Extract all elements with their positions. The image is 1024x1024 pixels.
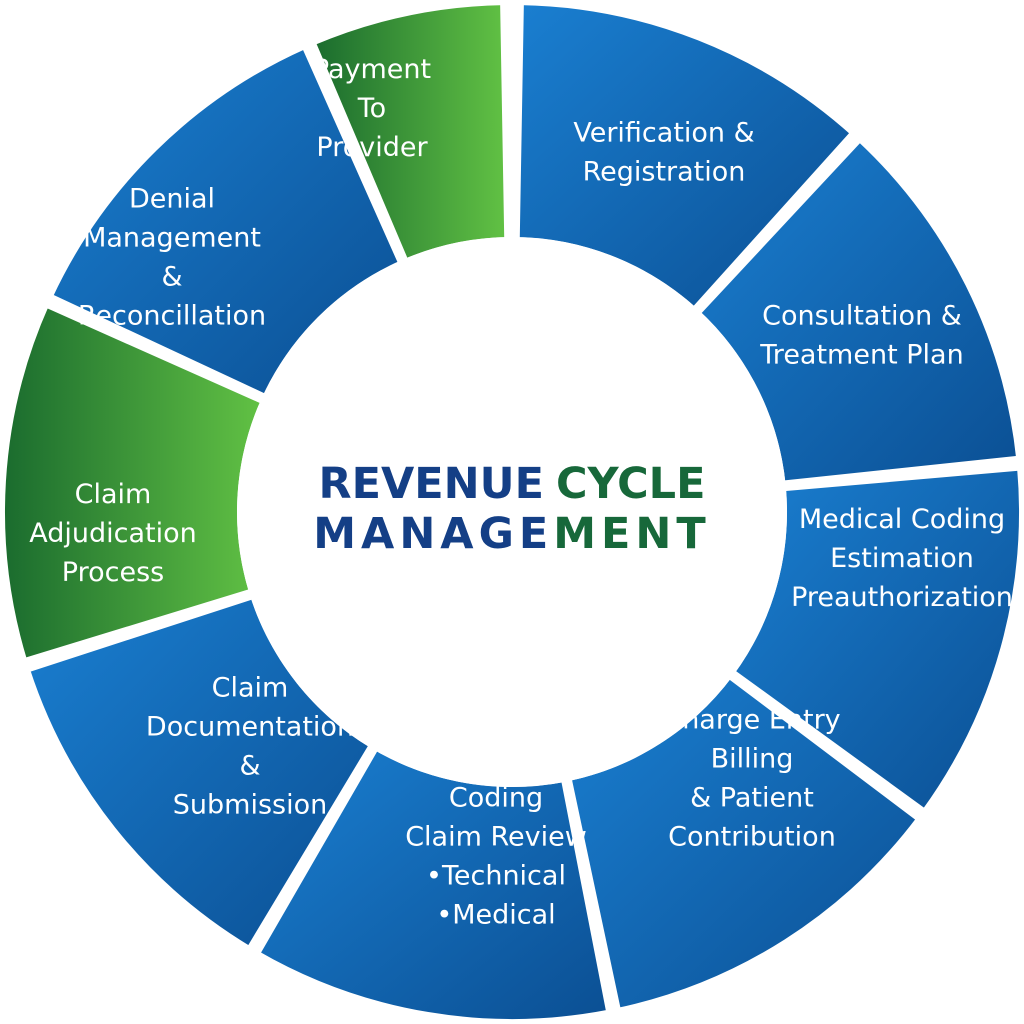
segment-label-line: Claim: [212, 673, 289, 704]
segment-label-line: Treatment Plan: [759, 340, 963, 371]
svg-text:MANAGEMENT: MANAGEMENT: [313, 509, 711, 559]
segment-label-line: Contribution: [668, 822, 836, 853]
segment-label-coding-claim-review: Coding Claim Review •Technical •Medical: [405, 783, 587, 931]
segment-label-claim-adjudication: Claim Adjudication Process: [29, 479, 197, 588]
segment-label-line: Estimation: [830, 543, 974, 574]
segment-label-line: •Technical: [426, 861, 566, 892]
segment-label-line: •Medical: [436, 900, 555, 931]
segment-label-line: Denial: [129, 184, 215, 215]
segment-label-line: &: [239, 751, 260, 782]
segment-label-line: Payment: [313, 54, 431, 85]
segment-label-line: Preauthorization: [791, 582, 1013, 613]
segment-labels: Verification & Registration Consultation &…: [29, 54, 1013, 931]
segment-label-claim-documentation: Claim Documentation & Submission: [146, 673, 354, 821]
segment-label-line: Billing: [711, 744, 794, 775]
segment-label-line: Claim: [75, 479, 152, 510]
segment-label-denial-management: Denial Management & Reconcillation: [78, 184, 266, 332]
title-ment: MENT: [553, 509, 710, 559]
center-title: REVENUE CYCLE MANAGEMENT: [313, 459, 711, 559]
segment-label-line: Consultation &: [762, 301, 962, 332]
segment-label-line: To: [357, 93, 386, 124]
segment-label-line: Claim Review: [405, 822, 587, 853]
segment-label-line: Submission: [173, 790, 327, 821]
segment-label-line: Provider: [316, 132, 428, 163]
segment-label-line: Verification &: [573, 118, 754, 149]
segment-label-line: Medical Coding: [799, 504, 1005, 535]
center-disc: [237, 237, 787, 787]
segment-label-line: Adjudication: [29, 518, 197, 549]
title-cycle: CYCLE: [556, 459, 706, 509]
title-manage: MANAGE: [313, 509, 553, 559]
segment-label-line: Documentation: [146, 712, 354, 743]
segment-label-verification-registration: Verification & Registration: [573, 118, 754, 188]
segment-label-line: Management: [83, 223, 261, 254]
segment-label-coding-estimation-preauth: Medical Coding Estimation Preauthorization: [791, 504, 1013, 613]
segment-label-line: &: [161, 262, 182, 293]
segment-label-line: Reconcillation: [78, 301, 266, 332]
segment-label-line: & Patient: [690, 783, 814, 814]
segment-label-payment-to-provider: Payment To Provider: [313, 54, 431, 163]
segment-label-line: Registration: [583, 157, 746, 188]
title-revenue: REVENUE: [319, 459, 544, 509]
segment-label-line: Process: [62, 557, 164, 588]
segment-label-consultation-treatment: Consultation & Treatment Plan: [759, 301, 963, 371]
segment-label-line: Coding: [449, 783, 543, 814]
segment-label-charge-entry-billing: Charge Entry Billing & Patient Contribution: [663, 705, 840, 853]
